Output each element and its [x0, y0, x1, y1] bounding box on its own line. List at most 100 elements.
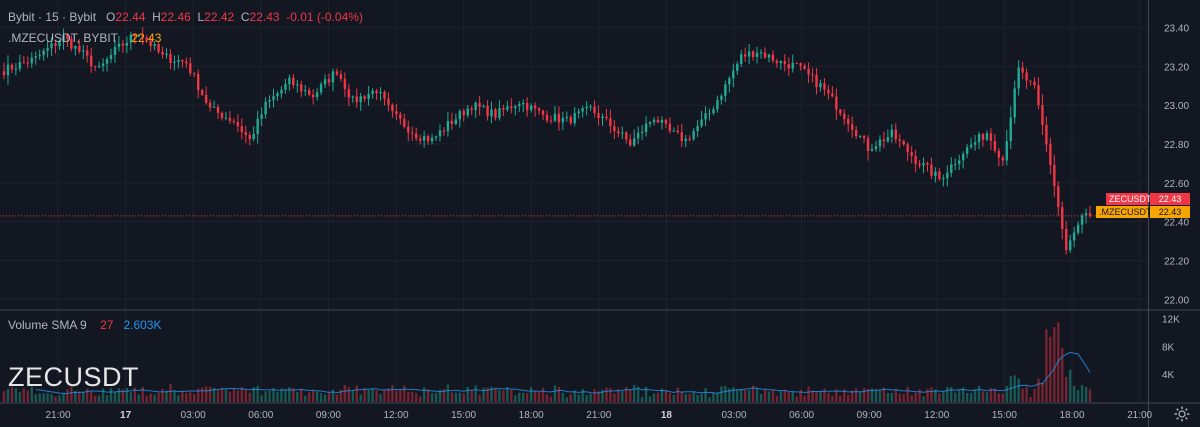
volume-bar: [355, 385, 358, 402]
candle-body: [636, 132, 640, 139]
candle-body: [1029, 80, 1032, 82]
index-legend[interactable]: .MZECUSDT, BYBIT 22.43: [8, 31, 161, 45]
candle-body: [193, 73, 196, 75]
candle-body: [1017, 67, 1020, 89]
candle-body: [34, 56, 37, 58]
candle-body: [430, 137, 434, 142]
price-tick-label: 22.60: [1164, 179, 1189, 190]
volume-bar: [371, 388, 374, 402]
volume-bar: [97, 395, 101, 402]
candle-body: [86, 50, 89, 56]
candle-body: [918, 163, 921, 166]
candle-body: [375, 90, 378, 94]
candle-body: [854, 129, 858, 137]
time-tick-label: 21:00: [1127, 410, 1152, 421]
volume-bar: [1084, 387, 1088, 402]
candle-body: [1001, 157, 1004, 161]
volume-bar: [442, 388, 446, 402]
candle-body: [648, 122, 652, 124]
volume-bar: [403, 385, 406, 402]
volume-bar: [625, 386, 628, 402]
volume-bar: [518, 392, 521, 402]
candle-body: [1049, 144, 1052, 165]
candle-body: [692, 131, 695, 140]
volume-bar: [149, 393, 152, 402]
candle-body: [434, 136, 438, 138]
candle-body: [815, 74, 818, 88]
volume-bar: [335, 394, 339, 402]
volume-bar: [993, 388, 997, 402]
volume-bar: [787, 391, 790, 402]
candle-body: [145, 37, 148, 41]
index-symbol[interactable]: .MZECUSDT, BYBIT: [8, 31, 119, 45]
candle-body: [533, 105, 537, 109]
volume-bar: [248, 392, 251, 402]
volume-bar: [446, 384, 450, 402]
exchange-line[interactable]: Bybit · 15 · Bybit: [8, 10, 97, 24]
volume-bar: [66, 389, 69, 402]
volume-bar: [640, 396, 644, 402]
candle-body: [165, 54, 168, 56]
volume-label[interactable]: Volume SMA 9: [8, 318, 87, 332]
candle-body: [708, 113, 711, 115]
candle-body: [541, 110, 545, 115]
volume-legend[interactable]: Volume SMA 9 27 2.603K: [8, 318, 161, 332]
candle-body: [1061, 207, 1064, 229]
volume-bar: [343, 385, 347, 402]
candle-body: [831, 93, 834, 97]
candle-body: [518, 104, 521, 107]
candle-body: [862, 135, 866, 139]
volume-bar: [220, 387, 224, 402]
candle-body: [866, 138, 870, 151]
candle-body: [129, 34, 133, 43]
volume-bar: [854, 388, 858, 402]
volume-bar: [529, 387, 533, 402]
volume-bar: [78, 391, 81, 402]
candle-body: [807, 68, 810, 75]
candle-body: [629, 139, 632, 146]
volume-bar: [894, 389, 897, 402]
volume-bar: [755, 387, 759, 402]
settings-gear-icon[interactable]: [1173, 405, 1191, 423]
candle-body: [969, 144, 973, 148]
volume-bar: [288, 387, 291, 402]
candle-body: [522, 102, 525, 105]
candle-body: [779, 60, 783, 64]
volume-bar: [696, 394, 699, 402]
volume-bar: [946, 386, 949, 402]
candle-body: [490, 109, 493, 117]
volume-bar: [704, 388, 707, 402]
volume-bar: [958, 390, 961, 402]
volume-bar: [581, 388, 584, 402]
symbol-header[interactable]: Bybit · 15 · Bybit O22.44 H22.46 L22.42 …: [8, 10, 363, 24]
volume-bar: [644, 386, 648, 402]
candle-body: [529, 105, 533, 111]
candle-body: [700, 119, 703, 127]
candle-body: [839, 109, 842, 114]
close-label: C: [240, 10, 250, 24]
candle-body: [589, 106, 592, 108]
volume-bar: [208, 386, 212, 402]
volume-bar: [672, 394, 676, 402]
volume-bar: [525, 393, 529, 402]
volume-bar: [232, 388, 236, 402]
volume-bar: [712, 392, 715, 402]
volume-bar: [759, 394, 763, 402]
candle-body: [656, 119, 660, 123]
volume-bar: [311, 390, 315, 402]
candle-body: [422, 136, 426, 141]
volume-bar: [866, 389, 870, 402]
candle-body: [664, 119, 668, 124]
volume-bar: [1005, 385, 1008, 402]
volume-bar: [1021, 388, 1024, 402]
volume-bar: [113, 392, 117, 402]
volume-bar: [62, 392, 65, 402]
candle-body: [82, 50, 85, 52]
volume-bar: [827, 392, 830, 402]
volume-bar: [38, 393, 41, 402]
candle-body: [680, 132, 683, 142]
volume-bar: [30, 386, 33, 402]
volume-bar: [569, 394, 572, 402]
volume-bar: [458, 392, 461, 402]
